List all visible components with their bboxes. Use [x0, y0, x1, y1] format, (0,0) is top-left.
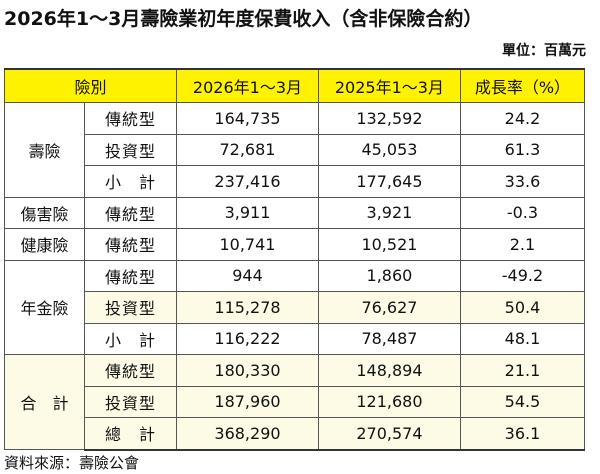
growth-rate: 61.3 [459, 133, 586, 166]
row-type: 投資型 [84, 133, 177, 166]
row-type: 小 計 [84, 322, 177, 355]
row-type: 投資型 [84, 291, 177, 324]
value-2025: 132,592 [317, 102, 461, 135]
growth-rate: 2.1 [459, 228, 586, 261]
value-2025: 3,921 [317, 196, 461, 229]
row-type: 傳統型 [84, 102, 177, 135]
header-2025: 2025年1～3月 [317, 68, 461, 103]
row-type: 傳統型 [84, 259, 177, 292]
value-2025: 78,487 [317, 322, 461, 355]
value-2025: 76,627 [317, 291, 461, 324]
table-row: 壽險 傳統型 164,735 132,592 24.2 [4, 102, 586, 198]
group-label: 傷害險 [4, 196, 85, 229]
group-label: 合 計 [4, 354, 85, 450]
growth-rate: 48.1 [459, 322, 586, 355]
table-row: 總 計 368,290 270,574 36.1 [5, 417, 586, 451]
unit-label: 單位：百萬元 [502, 43, 586, 59]
value-2026: 116,222 [176, 322, 319, 355]
value-2025: 177,645 [317, 165, 461, 198]
table-row: 投資型 72,681 45,053 61.3 [5, 133, 586, 166]
source-note: 資料來源：壽險公會 [4, 454, 140, 472]
value-2026: 3,911 [176, 196, 319, 229]
growth-rate: 33.6 [459, 165, 586, 198]
row-type: 傳統型 [84, 354, 177, 387]
table-row: 年金險 傳統型 944 1,860 -49.2 [4, 259, 586, 355]
page-title: 2026年1～3月壽險業初年度保費收入（含非保險合約） [4, 8, 483, 30]
growth-rate: 24.2 [459, 102, 586, 135]
growth-rate: 50.4 [459, 291, 586, 324]
value-2026: 368,290 [176, 417, 319, 451]
value-2026: 944 [176, 259, 319, 292]
row-type: 傳統型 [84, 196, 177, 229]
value-2026: 164,735 [176, 102, 319, 135]
row-type: 傳統型 [84, 228, 177, 261]
growth-rate: 54.5 [459, 385, 586, 418]
table-row: 合 計傳統型 180,330 148,894 21.1 [4, 354, 586, 450]
value-2026: 187,960 [176, 385, 319, 418]
row-type: 投資型 [84, 385, 177, 418]
table-row: 投資型 187,960 121,680 54.5 [5, 385, 586, 418]
premium-table: 險別 2026年1～3月 2025年1～3月 成長率（%） 壽險 傳統型 164,7… [4, 68, 586, 451]
value-2026: 180,330 [176, 354, 319, 387]
value-2026: 115,278 [176, 291, 319, 324]
value-2025: 45,053 [317, 133, 461, 166]
growth-rate: 36.1 [459, 417, 586, 451]
group-label: 壽險 [4, 102, 85, 198]
value-2025: 1,860 [317, 259, 461, 292]
value-2026: 10,741 [176, 228, 319, 261]
value-2025: 10,521 [317, 228, 461, 261]
row-type: 總 計 [84, 417, 177, 451]
row-type: 小 計 [84, 165, 177, 198]
table-row: 健康險 傳統型 10,741 10,521 2.1 [4, 228, 586, 261]
value-2025: 121,680 [317, 385, 461, 418]
value-2025: 270,574 [317, 417, 461, 451]
header-2026: 2026年1～3月 [176, 68, 319, 103]
table-row: 傷害險 傳統型 3,911 3,921 -0.3 [4, 196, 586, 229]
table-row: 投資型 115,278 76,627 50.4 [5, 291, 586, 324]
value-2026: 237,416 [176, 165, 319, 198]
growth-rate: -49.2 [459, 259, 586, 292]
growth-rate: -0.3 [459, 196, 586, 229]
table-header: 險別 2026年1～3月 2025年1～3月 成長率（%） [4, 68, 586, 103]
value-2025: 148,894 [317, 354, 461, 387]
table-row: 小 計 237,416 177,645 33.6 [5, 165, 586, 198]
group-label: 健康險 [4, 228, 85, 261]
header-category: 險別 [4, 68, 177, 103]
group-label: 年金險 [4, 259, 85, 355]
value-2026: 72,681 [176, 133, 319, 166]
growth-rate: 21.1 [459, 354, 586, 387]
header-growth: 成長率（%） [459, 68, 586, 103]
table-row: 小 計 116,222 78,487 48.1 [5, 322, 586, 355]
